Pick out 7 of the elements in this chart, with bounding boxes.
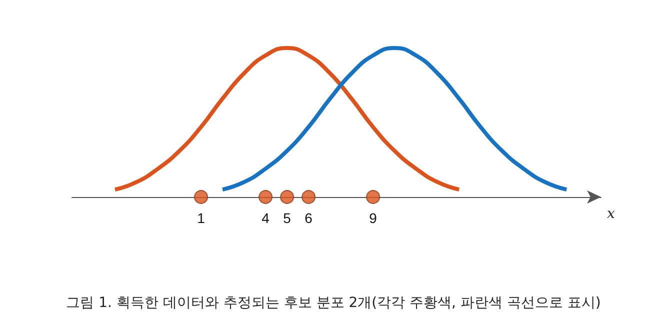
x-tick-label: 5 bbox=[283, 210, 292, 226]
x-tick-label: 1 bbox=[197, 210, 206, 226]
x-tick-label: 4 bbox=[262, 210, 270, 226]
x-tick-label: 9 bbox=[369, 210, 378, 226]
x-tick-label: 6 bbox=[304, 210, 313, 226]
caption: 그림 1. 획득한 데이터와 추정되는 후보 분포 2개(각각 주황색, 파란색 곡선으로 표시) bbox=[66, 295, 601, 311]
x-axis-title: x bbox=[607, 206, 615, 222]
